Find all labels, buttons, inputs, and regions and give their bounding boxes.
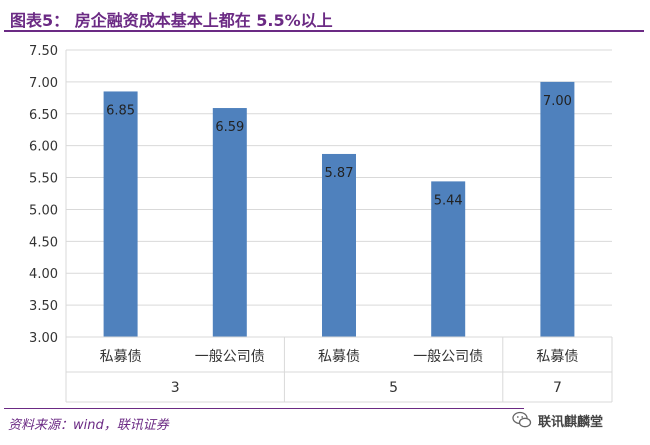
y-tick-label: 7.50: [29, 44, 58, 59]
data-label: 6.59: [215, 120, 244, 135]
x-category-label: 一般公司债: [195, 349, 265, 365]
bar: [431, 181, 466, 337]
y-tick-label: 7.00: [29, 76, 58, 91]
y-tick-label: 5.50: [29, 172, 58, 187]
chart-header: 图表5： 房企融资成本基本上都在 5.5%以上: [4, 4, 644, 32]
footer-rule: [4, 408, 524, 409]
y-tick-label: 3.00: [29, 331, 58, 346]
wechat-icon: [512, 411, 532, 428]
x-axis: 私募债 一般公司债 私募债 一般公司债 私募债 3 5 7: [66, 336, 613, 403]
chart-title: 图表5： 房企融资成本基本上都在 5.5%以上: [10, 11, 333, 30]
data-labels: 6.85 6.59 5.87 5.44 7.00: [106, 94, 572, 208]
bars: [103, 81, 575, 337]
y-tick-label: 5.00: [29, 203, 58, 218]
x-category-label: 私募债: [100, 349, 142, 365]
bar: [212, 108, 247, 337]
bar: [322, 153, 356, 337]
bar: [540, 81, 575, 337]
y-tick-label: 6.50: [29, 108, 58, 123]
y-tick-label: 3.50: [29, 299, 58, 314]
data-label: 5.87: [325, 166, 354, 181]
x-category-label: 私募债: [536, 349, 578, 365]
data-label: 6.85: [106, 103, 135, 118]
y-tick-label: 6.00: [29, 140, 58, 155]
y-tick-label: 4.50: [29, 235, 58, 250]
y-axis-ticks: 3.00 3.50 4.00 4.50 5.00 5.50 6.00 6.50 7.00 7.50: [29, 44, 58, 346]
x-group-label: 7: [553, 380, 562, 396]
y-tick-label: 4.00: [29, 267, 58, 282]
x-group-label: 3: [171, 380, 180, 396]
data-label: 7.00: [543, 94, 572, 109]
x-group-label: 5: [389, 380, 398, 396]
x-category-label: 一般公司债: [413, 349, 483, 365]
source-note: 资料来源：wind，联讯证券: [8, 418, 169, 433]
x-category-label: 私募债: [318, 349, 360, 365]
watermark-text: 联讯麒麟堂: [538, 414, 604, 430]
header-rule: [4, 30, 644, 32]
watermark: 联讯麒麟堂: [512, 408, 603, 432]
data-label: 5.44: [434, 193, 463, 208]
bar: [103, 91, 138, 337]
